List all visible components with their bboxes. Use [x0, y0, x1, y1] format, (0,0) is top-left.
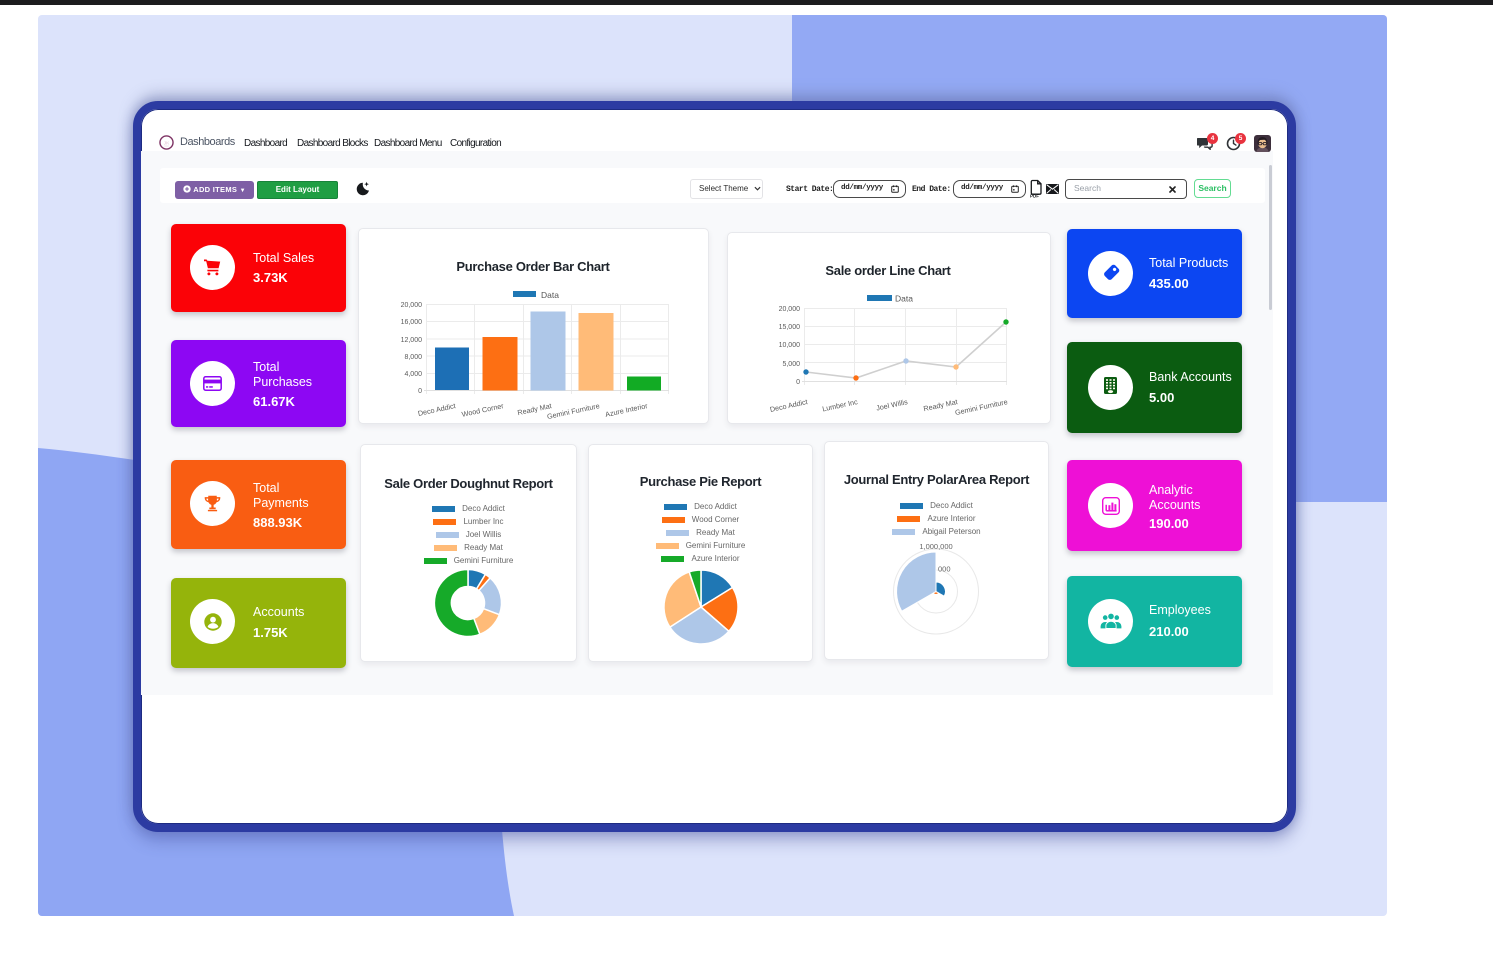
svg-text:20,000: 20,000	[401, 302, 423, 309]
svg-text:0: 0	[796, 379, 800, 386]
svg-text:20,000: 20,000	[779, 306, 801, 313]
svg-text:Lumber Inc: Lumber Inc	[821, 397, 858, 413]
svg-text:12,000: 12,000	[401, 337, 423, 344]
svg-text:Azure Interior: Azure Interior	[604, 401, 649, 419]
svg-text:Ready Mat: Ready Mat	[923, 397, 959, 413]
svg-text:PDF: PDF	[1030, 194, 1039, 199]
svg-text:5,000: 5,000	[782, 361, 800, 368]
svg-text:8,000: 8,000	[404, 354, 422, 361]
svg-text:Wood Corner: Wood Corner	[461, 401, 505, 419]
svg-text:16,000: 16,000	[401, 319, 423, 326]
svg-text:Gemini Furniture: Gemini Furniture	[546, 401, 600, 421]
svg-text:Data: Data	[895, 294, 913, 304]
svg-text:Purchase Order Bar Chart: Purchase Order Bar Chart	[456, 259, 610, 274]
svg-text:15,000: 15,000	[779, 324, 801, 331]
svg-text:Gemini Furniture: Gemini Furniture	[954, 397, 1008, 417]
svg-text:000: 000	[938, 565, 951, 574]
svg-text:Data: Data	[541, 290, 559, 300]
svg-text:10,000: 10,000	[779, 342, 801, 349]
svg-text:Deco Addict: Deco Addict	[769, 397, 808, 414]
svg-text:JK: JK	[164, 140, 170, 146]
svg-text:4,000: 4,000	[404, 371, 422, 378]
svg-text:1,000,000: 1,000,000	[919, 542, 952, 551]
svg-text:Sale order Line Chart: Sale order Line Chart	[825, 263, 951, 278]
svg-text:Deco Addict: Deco Addict	[417, 401, 456, 418]
svg-text:Joel Willis: Joel Willis	[875, 397, 909, 413]
svg-text:0: 0	[418, 388, 422, 395]
